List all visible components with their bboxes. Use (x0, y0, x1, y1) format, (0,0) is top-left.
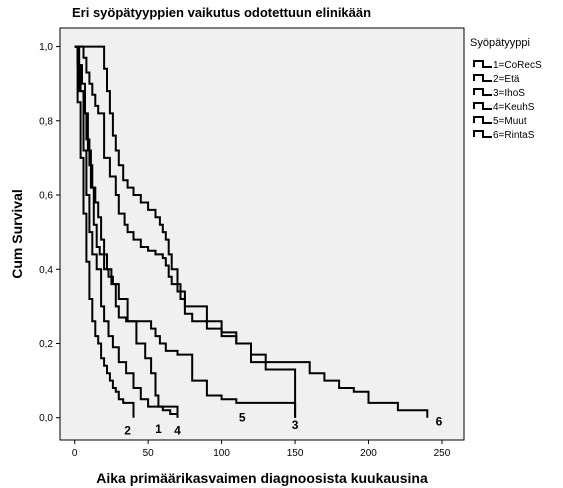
survival-curve-6 (74, 45, 429, 418)
legend-entry: 6=RintaS (493, 130, 535, 141)
legend-entry: 5=Muut (493, 116, 527, 127)
legend-entry: 3=IhoS (493, 88, 525, 99)
y-tick-label: 0,4 (39, 265, 53, 276)
y-tick-label: 1,0 (39, 42, 53, 53)
survival-curves (74, 45, 429, 418)
series-end-label-6: 6 (436, 414, 443, 428)
series-end-label-3: 3 (292, 418, 299, 432)
series-end-label-2: 2 (124, 424, 131, 438)
series-end-label-5: 5 (239, 411, 246, 425)
legend-entry: 1=CoRecS (493, 60, 542, 71)
x-axis: 0 50 100 150 200 250 (72, 440, 451, 459)
y-tick-label: 0,6 (39, 191, 53, 202)
y-tick-label: 0,8 (39, 116, 53, 127)
x-tick-label: 0 (72, 448, 78, 459)
legend-swatch (473, 116, 492, 124)
legend-entry: 4=KeuhS (493, 102, 535, 113)
legend-entry: 2=Etä (493, 74, 520, 85)
legend-swatch (473, 60, 492, 68)
legend-title: Syöpätyyppi (470, 37, 530, 49)
x-tick-label: 100 (213, 448, 230, 459)
legend-swatch (473, 102, 492, 110)
y-axis-label: Cum Survival (9, 189, 25, 278)
chart-title: Eri syöpätyyppien vaikutus odotettuun el… (72, 5, 371, 20)
survival-curve-3 (74, 45, 297, 418)
legend-swatch (473, 88, 492, 96)
x-tick-label: 250 (434, 448, 451, 459)
survival-curve-2 (74, 45, 135, 418)
series-end-label-4: 4 (174, 424, 181, 438)
survival-curve-4 (74, 45, 179, 418)
survival-curve-5 (74, 45, 297, 418)
x-tick-label: 200 (360, 448, 377, 459)
y-tick-label: 0,2 (39, 339, 53, 350)
x-axis-label: Aika primäärikasvaimen diagnoosista kuuk… (96, 470, 428, 486)
legend-swatch (473, 74, 492, 82)
legend: Syöpätyyppi 1=CoRecS 2=Etä 3=IhoS 4=KeuhS 5=… (470, 37, 542, 141)
x-tick-label: 150 (287, 448, 304, 459)
series-end-label-1: 1 (155, 422, 162, 436)
x-tick-label: 50 (143, 448, 155, 459)
plot-area (59, 27, 465, 441)
legend-swatch (473, 130, 492, 138)
y-axis: 0,0 0,2 0,4 0,6 0,8 1,0 (39, 42, 60, 424)
series-end-labels: 1 2 3 4 5 6 (124, 411, 442, 438)
y-tick-label: 0,0 (39, 413, 53, 424)
